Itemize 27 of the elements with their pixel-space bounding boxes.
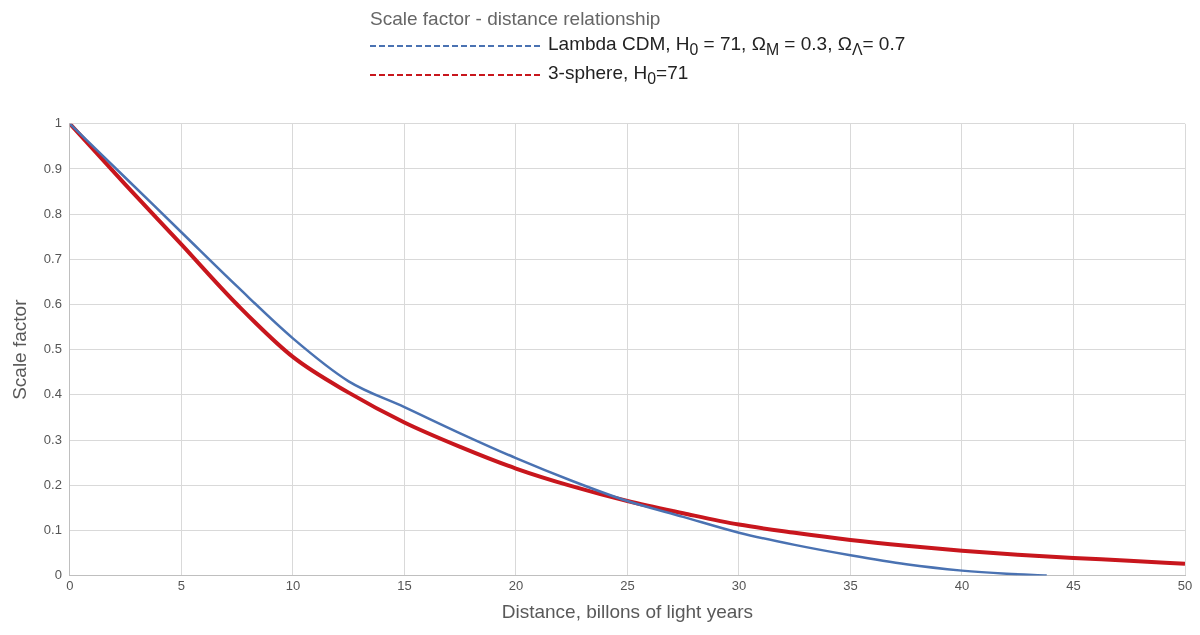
y-tick-label: 0.8 — [43, 205, 62, 221]
x-tick-label: 15 — [397, 577, 412, 593]
x-tick-label: 50 — [1177, 577, 1193, 593]
y-tick-label: 0.9 — [43, 160, 62, 176]
chart-title: Scale factor - distance relationship — [370, 7, 662, 30]
y-tick-label: 0.7 — [43, 250, 62, 266]
y-tick-label: 0.3 — [43, 431, 62, 447]
legend-label: Lambda CDM, H$_{0}$ = 71, Ω$_{M}$ = 0.3, Ω$_{Λ}$= 0.7 — [548, 33, 906, 59]
y-tick-label: 0.1 — [43, 522, 62, 537]
x-axis-title: Distance, billons of light years — [501, 600, 754, 622]
y-tick-label: 1 — [54, 115, 62, 131]
x-tick-label: 45 — [1066, 577, 1081, 593]
y-tick-label: 0.2 — [43, 476, 62, 492]
x-tick-label: 20 — [508, 577, 524, 593]
x-tick-label: 40 — [954, 577, 970, 593]
y-tick-label: 0.4 — [43, 386, 62, 402]
y-axis-title: Scale factor — [8, 298, 30, 400]
x-tick-label: 35 — [843, 577, 858, 593]
x-tick-label: 10 — [285, 577, 301, 593]
y-tick-label: 0 — [54, 567, 62, 583]
legend-label: 3-sphere, H$_{0}$=71 — [548, 61, 689, 88]
x-tick-label: 30 — [731, 577, 747, 593]
x-tick-label: 0 — [66, 577, 74, 593]
x-tick-label: 25 — [620, 577, 635, 593]
x-tick-label: 5 — [177, 577, 185, 593]
y-tick-label: 0.6 — [43, 296, 62, 312]
y-tick-label: 0.5 — [43, 341, 62, 357]
